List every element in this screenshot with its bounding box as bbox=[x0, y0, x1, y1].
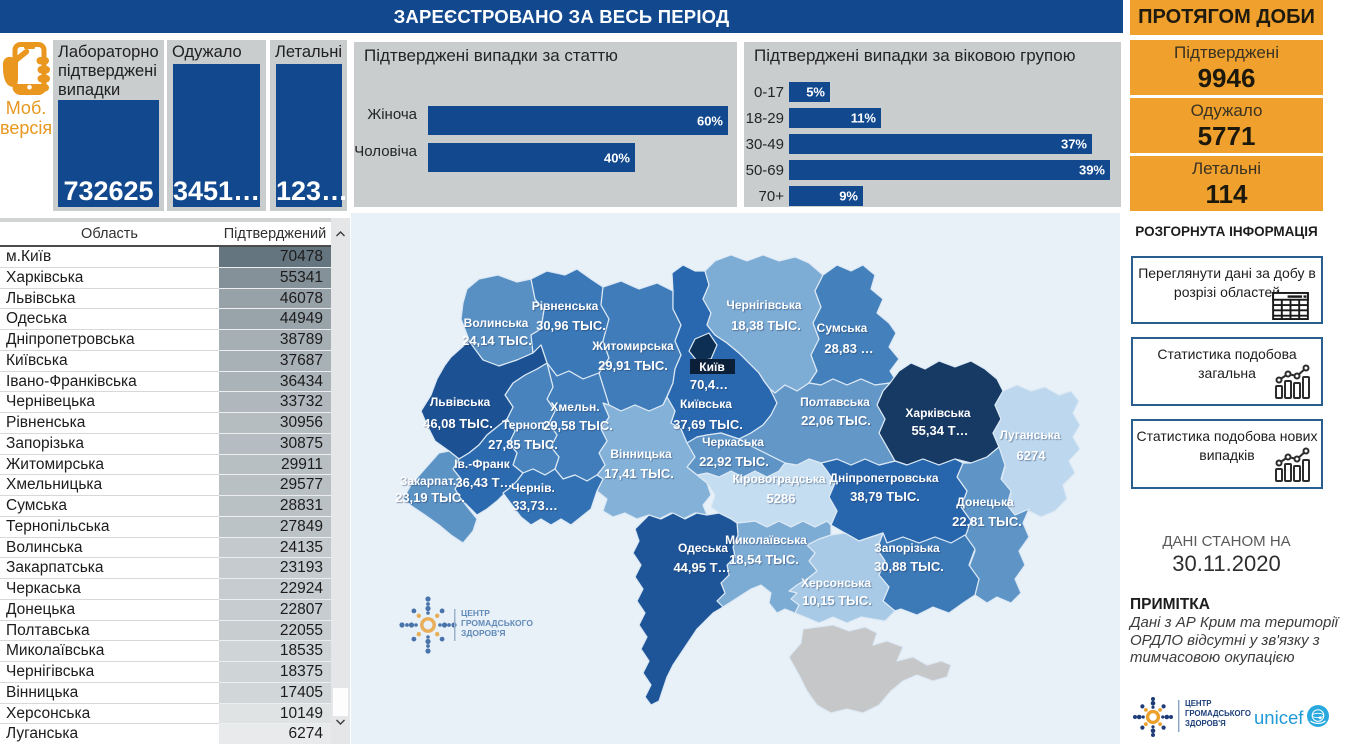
svg-text:Миколаївська: Миколаївська bbox=[725, 533, 807, 547]
svg-text:ГРОМАДСЬКОГО: ГРОМАДСЬКОГО bbox=[461, 618, 533, 628]
svg-text:ЦЕНТР: ЦЕНТР bbox=[461, 608, 490, 618]
svg-text:Харківська: Харківська bbox=[905, 406, 970, 420]
svg-text:10,15 ТЫС.: 10,15 ТЫС. bbox=[802, 593, 872, 608]
svg-text:18,38 ТЫС.: 18,38 ТЫС. bbox=[731, 318, 801, 333]
svg-text:ЗДОРОВ'Я: ЗДОРОВ'Я bbox=[1185, 719, 1226, 728]
svg-text:24,14 ТЫС.: 24,14 ТЫС. bbox=[462, 333, 532, 348]
svg-text:36,43 Т…: 36,43 Т… bbox=[455, 475, 512, 490]
svg-text:Херсонська: Херсонська bbox=[801, 576, 871, 590]
svg-text:28,83 …: 28,83 … bbox=[824, 341, 873, 356]
svg-text:Одеська: Одеська bbox=[678, 541, 728, 555]
svg-text:Кіровоградська: Кіровоградська bbox=[732, 472, 825, 486]
svg-text:ЗДОРОВ'Я: ЗДОРОВ'Я bbox=[461, 628, 505, 638]
svg-text:Дніпропетровська: Дніпропетровська bbox=[829, 471, 938, 485]
svg-text:5286: 5286 bbox=[767, 491, 796, 506]
svg-text:Вінницька: Вінницька bbox=[610, 447, 672, 461]
svg-text:38,79 ТЫС.: 38,79 ТЫС. bbox=[850, 489, 920, 504]
svg-text:55,34 Т…: 55,34 Т… bbox=[911, 423, 968, 438]
svg-text:70,4…: 70,4… bbox=[690, 377, 728, 392]
svg-text:Сумська: Сумська bbox=[817, 321, 868, 335]
svg-text:unicef: unicef bbox=[1254, 707, 1304, 728]
svg-text:Львівська: Львівська bbox=[430, 395, 491, 409]
svg-text:18,54 ТЫС.: 18,54 ТЫС. bbox=[729, 552, 799, 567]
svg-text:ГРОМАДСЬКОГО: ГРОМАДСЬКОГО bbox=[1185, 709, 1251, 718]
svg-text:Ів.-Франк: Ів.-Франк bbox=[454, 457, 511, 471]
svg-text:22,92 ТЫС.: 22,92 ТЫС. bbox=[699, 454, 769, 469]
svg-text:Луганська: Луганська bbox=[1000, 428, 1061, 442]
svg-text:33,73…: 33,73… bbox=[512, 498, 558, 513]
svg-text:Полтавська: Полтавська bbox=[800, 395, 870, 409]
svg-text:17,41 ТЫС.: 17,41 ТЫС. bbox=[604, 466, 674, 481]
svg-text:29,91 ТЫС.: 29,91 ТЫС. bbox=[598, 358, 668, 373]
svg-text:Запорізька: Запорізька bbox=[874, 541, 940, 555]
svg-text:Черкаська: Черкаська bbox=[702, 435, 764, 449]
svg-text:Терноп.: Терноп. bbox=[502, 418, 548, 432]
svg-text:22,06 ТЫС.: 22,06 ТЫС. bbox=[801, 413, 871, 428]
svg-text:Київська: Київська bbox=[680, 397, 732, 411]
svg-text:Хмельн.: Хмельн. bbox=[550, 400, 599, 414]
svg-text:Чернігівська: Чернігівська bbox=[726, 298, 801, 312]
svg-text:ЦЕНТР: ЦЕНТР bbox=[1185, 699, 1212, 708]
svg-text:30,88 ТЫС.: 30,88 ТЫС. bbox=[874, 559, 944, 574]
svg-text:27,85 ТЫС.: 27,85 ТЫС. bbox=[488, 437, 558, 452]
svg-text:Волинська: Волинська bbox=[464, 316, 529, 330]
svg-text:29,58 ТЫС.: 29,58 ТЫС. bbox=[543, 418, 613, 433]
svg-text:22,81 ТЫС.: 22,81 ТЫС. bbox=[952, 514, 1022, 529]
svg-text:Житомирська: Житомирська bbox=[591, 339, 674, 353]
svg-text:Рівненська: Рівненська bbox=[532, 299, 599, 313]
svg-text:37,69 ТЫС.: 37,69 ТЫС. bbox=[673, 417, 743, 432]
svg-text:46,08 ТЫС.: 46,08 ТЫС. bbox=[423, 416, 493, 431]
svg-text:6274: 6274 bbox=[1017, 448, 1047, 463]
svg-text:Закарпат.: Закарпат. bbox=[400, 474, 456, 488]
svg-text:30,96 ТЫС.: 30,96 ТЫС. bbox=[536, 318, 606, 333]
svg-text:23,19 ТЫС.: 23,19 ТЫС. bbox=[395, 490, 465, 505]
svg-text:Київ: Київ bbox=[699, 360, 724, 374]
svg-text:44,95 Т…: 44,95 Т… bbox=[673, 560, 730, 575]
svg-text:Донецька: Донецька bbox=[956, 495, 1014, 509]
svg-text:Чернів.: Чернів. bbox=[511, 481, 555, 495]
